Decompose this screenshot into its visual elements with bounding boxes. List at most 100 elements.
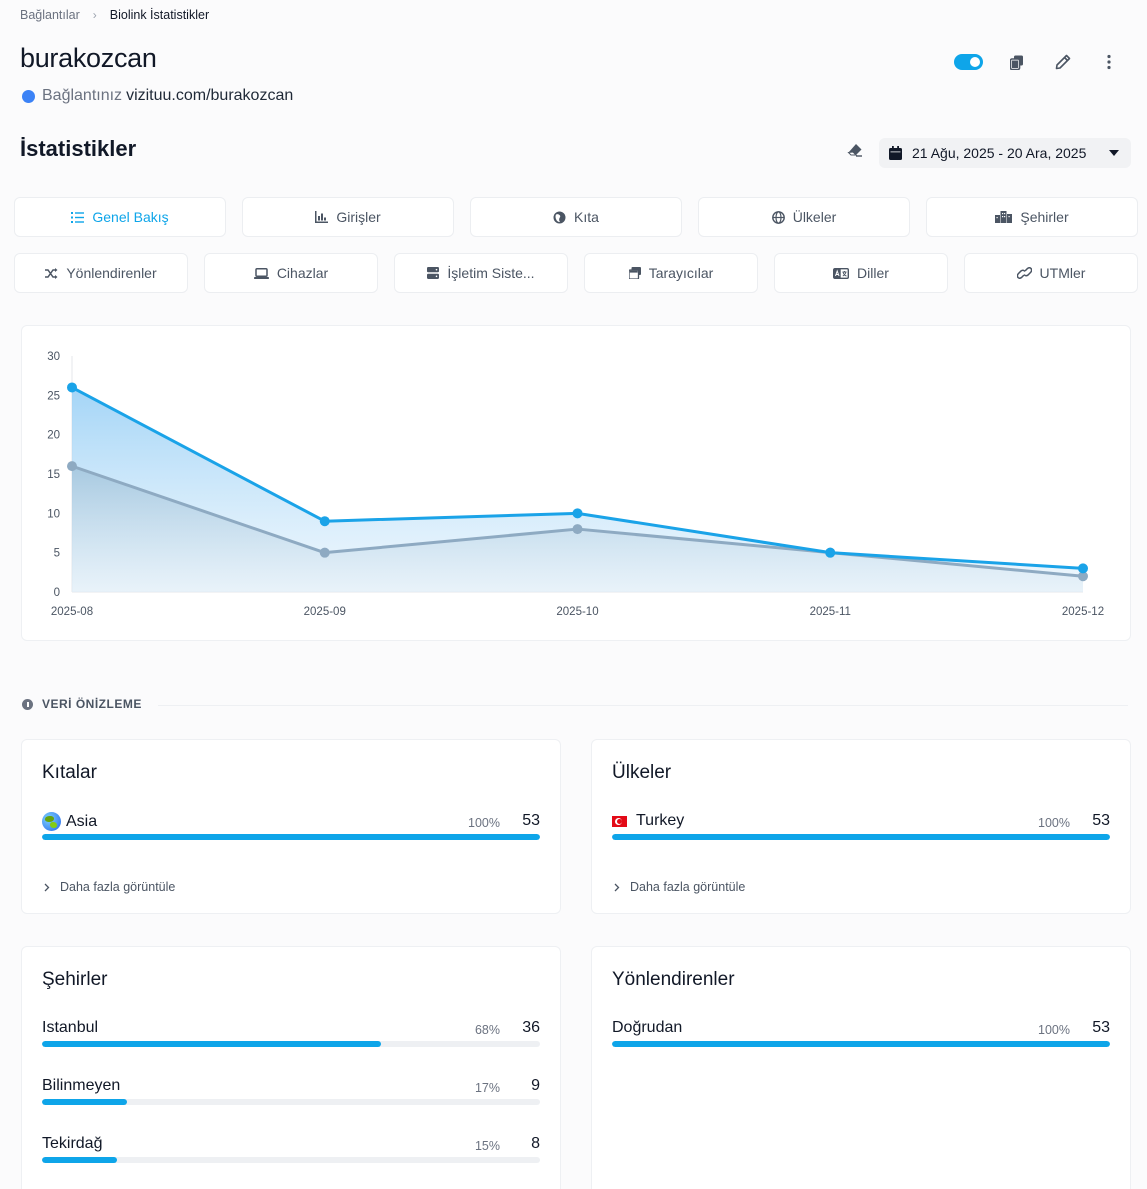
tab-overview[interactable]: Genel Bakış [14,197,226,237]
stat-percent: 100% [1038,816,1070,830]
stat-label: Istanbul [42,1019,99,1036]
continents-card: Kıtalar Asia 100% 53 Daha fazla görüntül… [21,739,561,914]
stat-bar-fill [612,1041,1110,1047]
tab-label: Şehirler [1020,209,1069,225]
stat-label: Tekirdağ [42,1135,103,1152]
tab-label: Tarayıcılar [648,265,714,281]
header-actions [954,50,1121,74]
tab-utms[interactable]: UTMler [964,253,1138,293]
tab-languages[interactable]: Diller [774,253,948,293]
stat-bar [42,1157,540,1163]
data-point [825,547,836,558]
stat-percent: 100% [468,816,500,830]
divider [158,705,1128,706]
tab-entries[interactable]: Girişler [242,197,454,237]
globe-africa-icon [553,211,566,223]
stat-label: Doğrudan [612,1019,683,1036]
tab-label: Girişler [336,209,381,225]
data-point [319,516,330,527]
date-range-picker[interactable]: 21 Ağu, 2025 - 20 Ara, 2025 [879,138,1131,168]
tab-label: Yönlendirenler [66,265,157,281]
view-more-label: Daha fazla görüntüle [630,880,746,894]
stat-bar [42,1099,540,1105]
stat-percent: 15% [474,1139,500,1153]
tab-referrers[interactable]: Yönlendirenler [14,253,188,293]
y-tick-label: 15 [47,469,60,481]
chevron-down-icon [1109,150,1119,156]
date-range-label: 21 Ağu, 2025 - 20 Ara, 2025 [912,145,1087,161]
stat-bar-fill [42,1157,117,1163]
stat-percent: 68% [474,1023,500,1037]
stat-label: Bilinmeyen [42,1077,121,1094]
x-tick-label: 2025-10 [556,606,598,618]
y-tick-label: 25 [47,390,60,402]
stat-count: 8 [531,1135,540,1152]
stats-title: İstatistikler [20,136,137,161]
y-tick-label: 10 [47,508,60,520]
stat-bar [612,1041,1110,1047]
tab-label: Ülkeler [792,209,837,225]
edit-button[interactable] [1051,50,1075,74]
stat-label: Asia [42,812,97,831]
calendar-icon [889,146,902,160]
tab-operating-systems[interactable]: İşletim Siste... [394,253,568,293]
stat-bar [42,1041,540,1047]
stat-label-text: Asia [66,812,98,830]
tab-cities[interactable]: Şehirler [926,197,1138,237]
stat-bar-fill [612,834,1110,840]
server-icon [427,267,440,279]
y-tick-label: 0 [54,587,60,599]
tab-label: Genel Bakış [92,209,169,225]
tab-label: Kıta [574,209,599,225]
tab-label: İşletim Siste... [447,265,535,281]
y-tick-label: 20 [47,430,60,442]
stat-bar-fill [42,1041,381,1047]
view-more-link[interactable]: Daha fazla görüntüle [614,880,745,894]
tab-devices[interactable]: Cihazlar [204,253,378,293]
stat-count: 53 [1092,1019,1110,1036]
tab-browsers[interactable]: Tarayıcılar [584,253,758,293]
stat-count: 53 [1092,812,1110,829]
tabs-row-secondary: Yönlendirenler Cihazlar İşletim Siste...… [14,253,1138,293]
chevron-right-icon [44,883,50,891]
clear-filter-button[interactable] [847,143,863,162]
city-icon [995,211,1013,223]
x-tick-label: 2025-11 [810,606,851,618]
stat-bar-fill [42,834,540,840]
copy-button[interactable] [1005,50,1029,74]
data-preview-label: VERİ ÖNİZLEME [42,697,142,711]
pencil-icon [1055,54,1071,70]
view-more-link[interactable]: Daha fazla görüntüle [44,880,175,894]
x-tick-label: 2025-08 [51,606,93,618]
card-title: Yönlendirenler [612,969,735,990]
data-point [67,461,77,472]
active-toggle[interactable] [954,54,983,70]
chevron-right-icon [614,883,620,891]
stat-percent: 100% [1038,1023,1070,1037]
tab-continent[interactable]: Kıta [470,197,682,237]
stat-bar [42,834,540,840]
referrers-card: Yönlendirenler Doğrudan 100% 53 [591,946,1131,1189]
link-icon [1016,267,1032,279]
page-title: burakozcan [20,43,157,73]
x-tick-label: 2025-12 [1062,606,1104,618]
tab-label: Cihazlar [276,265,329,281]
breadcrumb-parent-link[interactable]: Bağlantılar [20,8,80,22]
data-preview-header: VERİ ÖNİZLEME [22,697,142,711]
tab-countries[interactable]: Ülkeler [698,197,910,237]
bar-chart-icon [315,211,329,223]
stat-bar [612,834,1110,840]
stat-count: 36 [522,1019,540,1036]
tab-label: UTMler [1039,265,1086,281]
data-point [1078,571,1088,582]
list-icon [71,211,85,223]
copy-icon [1010,55,1023,70]
x-tick-label: 2025-09 [304,606,346,618]
data-point [67,382,77,393]
tab-label: Diller [857,265,889,281]
visits-area-chart: 0 5 10 15 20 25 30 2025-08 2025-09 2025-10 2025-11… [47,351,1104,618]
link-url[interactable]: vizituu.com/burakozcan [126,87,294,104]
more-options-button[interactable] [1097,50,1121,74]
stat-count: 53 [522,812,540,829]
link-line: Bağlantınız vizituu.com/burakozcan [22,87,293,105]
